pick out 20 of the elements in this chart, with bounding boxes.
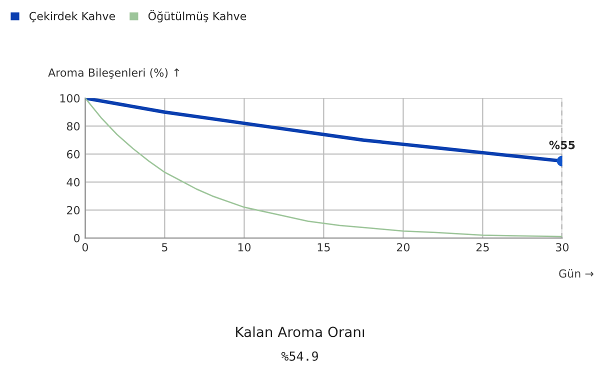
y-tick-label: 60: [66, 150, 80, 158]
legend-label: Öğütülmüş Kahve: [148, 10, 246, 22]
text: %54.9: [281, 351, 318, 361]
x-axis-title: Gün →: [559, 269, 594, 278]
x-tick-label: 25: [476, 243, 489, 252]
x-tick-label: 20: [396, 243, 410, 252]
x-tick-label: 10: [238, 243, 251, 252]
y-tick-label: 80: [66, 122, 80, 130]
text: Kalan Aroma Oranı: [236, 326, 364, 338]
x-tick-label: 15: [318, 243, 330, 252]
legend-label: Çekirdek Kahve: [30, 12, 115, 22]
y-tick-label: 20: [67, 206, 80, 214]
y-axis-title: Aroma Bileşenleri (%) ↑: [48, 68, 180, 79]
x-tick-label: 5: [162, 243, 168, 252]
x-tick-label: 0: [82, 243, 88, 252]
y-tick-label: 40: [66, 178, 80, 186]
x-tick-label: 30: [556, 243, 569, 252]
y-tick-label: 0: [74, 234, 80, 242]
y-tick-label: 100: [60, 94, 80, 103]
annotation: %55: [549, 140, 575, 150]
